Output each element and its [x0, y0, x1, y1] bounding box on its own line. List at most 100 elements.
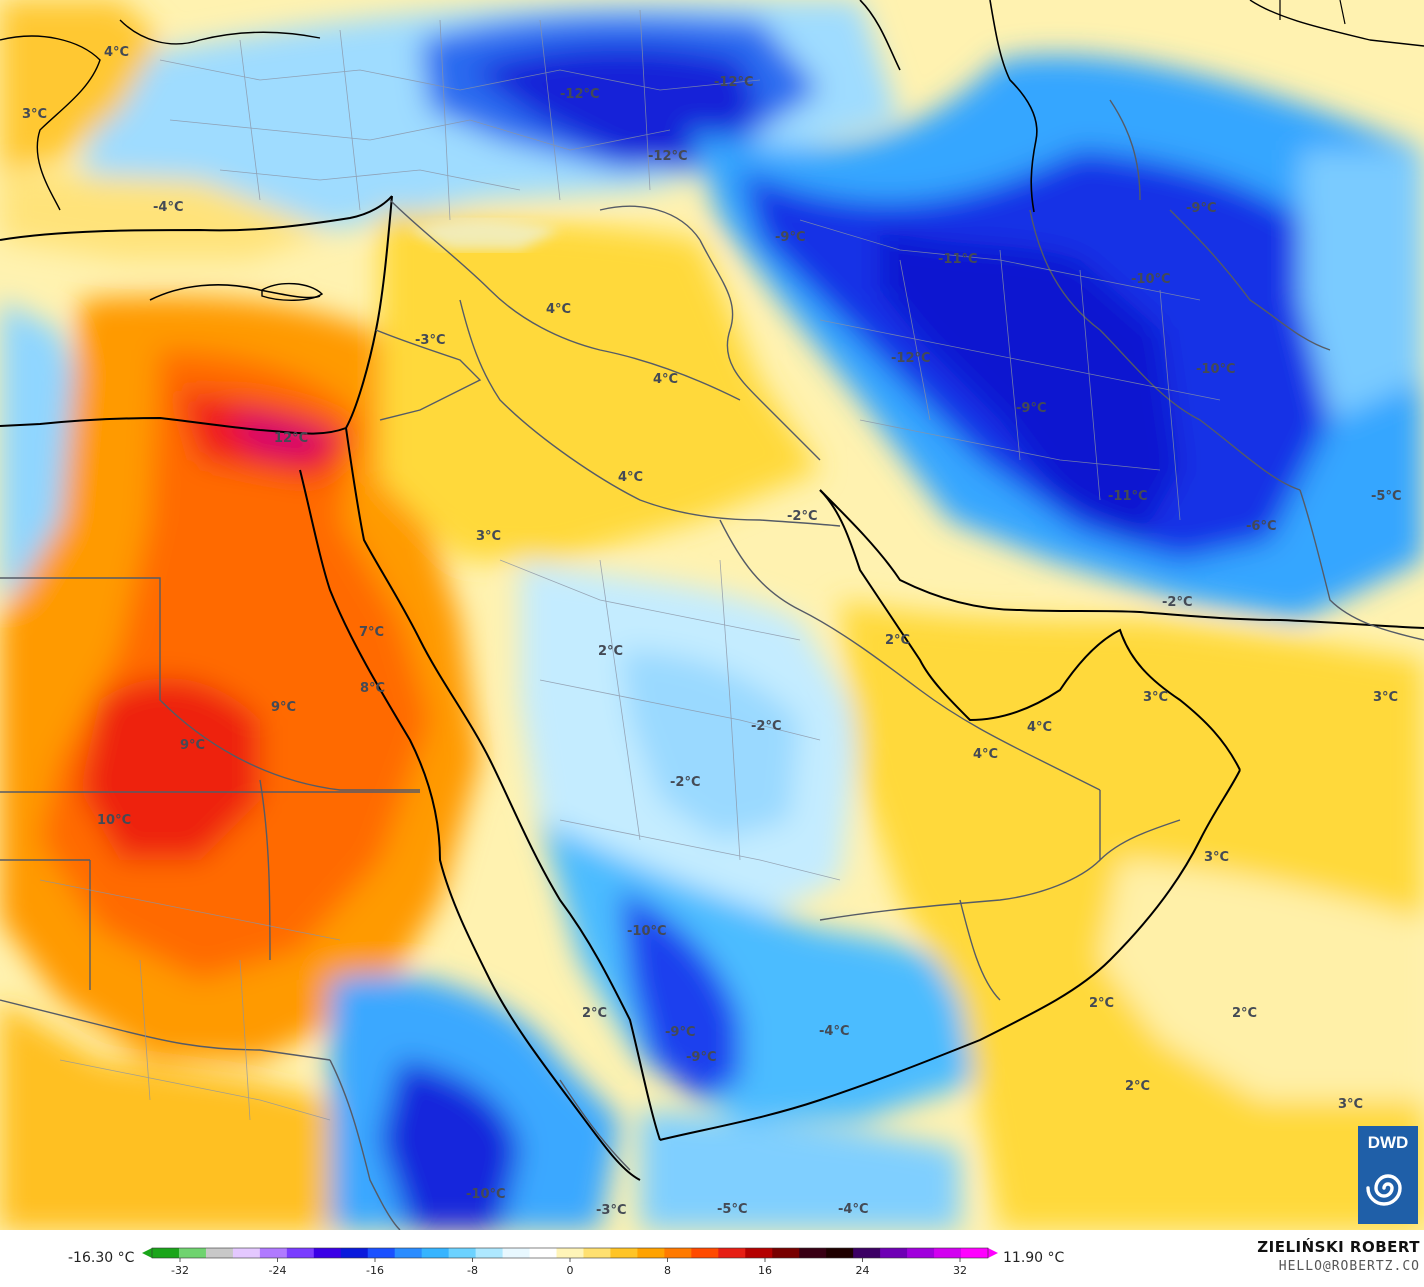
temp-label: 3°C	[476, 529, 501, 544]
temp-label: -2°C	[670, 775, 700, 790]
color-scale-cell	[826, 1248, 854, 1258]
color-scale-cell	[637, 1248, 665, 1258]
temp-label: 4°C	[973, 747, 998, 762]
temp-label: -9°C	[665, 1025, 695, 1040]
temp-label: -6°C	[1246, 519, 1276, 534]
temp-label: 3°C	[22, 107, 47, 122]
temp-label: 3°C	[1338, 1097, 1363, 1112]
country-borders	[0, 99, 1424, 1230]
color-scale-tick-label: 24	[856, 1264, 870, 1277]
color-scale-cell	[610, 1248, 638, 1258]
temp-label: -4°C	[819, 1024, 849, 1039]
color-scale-cell	[367, 1248, 396, 1258]
min-temp-label: -16.30 °C	[68, 1250, 135, 1266]
temp-label: -12°C	[648, 149, 688, 164]
color-scale-cell	[394, 1248, 423, 1258]
color-scale-cell	[718, 1248, 746, 1258]
color-scale-tick-label: -32	[171, 1264, 189, 1277]
color-scale-cell	[907, 1248, 935, 1258]
water-bodies	[410, 220, 560, 250]
temp-label: 3°C	[1204, 850, 1229, 865]
color-scale-cell	[475, 1248, 504, 1258]
temp-label: -9°C	[775, 230, 805, 245]
color-scale-cell	[232, 1248, 261, 1258]
temp-label: 4°C	[546, 302, 571, 317]
color-scale-tick-label: 32	[953, 1264, 967, 1277]
temp-label: -3°C	[415, 333, 445, 348]
color-scale-cell	[448, 1248, 477, 1258]
color-scale-cell	[152, 1248, 180, 1258]
color-scale-arrow-left	[142, 1248, 152, 1258]
temp-label: -2°C	[751, 719, 781, 734]
temp-label: -5°C	[1371, 489, 1401, 504]
color-scale-tick-label: -16	[366, 1264, 384, 1277]
color-scale-cell	[745, 1248, 773, 1258]
color-scale-cell	[880, 1248, 908, 1258]
temp-label: -12°C	[560, 87, 600, 102]
color-scale-cell	[421, 1248, 450, 1258]
temp-label: -2°C	[1162, 595, 1192, 610]
color-scale-cell	[799, 1248, 827, 1258]
color-scale-cell	[313, 1248, 342, 1258]
temp-label: -10°C	[627, 924, 667, 939]
temp-label: -4°C	[153, 200, 183, 215]
color-scale-cell	[556, 1248, 584, 1258]
color-scale-cell	[934, 1248, 962, 1258]
temp-label: 9°C	[180, 738, 205, 753]
temperature-labels: 4°C 3°C -4°C -12°C -12°C -12°C -9°C -11°…	[22, 45, 1401, 1218]
temp-label: 3°C	[1143, 690, 1168, 705]
temp-label: 12°C	[274, 431, 308, 446]
color-scale-cell	[583, 1248, 611, 1258]
author-email: HELLO@ROBERTZ.CO	[1278, 1259, 1420, 1274]
color-scale-cell	[178, 1248, 207, 1258]
temp-label: -10°C	[1131, 272, 1171, 287]
temp-label: 2°C	[598, 644, 623, 659]
temp-label: -5°C	[717, 1202, 747, 1217]
footer: -16.30 °C -32 -24 -16 -8 0 8 16 24 32 11.90 °C Z…	[0, 1230, 1424, 1287]
color-scale-cell	[529, 1248, 558, 1258]
color-scale-bar: -32 -24 -16 -8 0 8 16 24 32	[142, 1247, 998, 1277]
color-scale-cell	[772, 1248, 800, 1258]
color-scale-cell	[340, 1248, 369, 1258]
admin-borders	[39, 9, 1221, 1121]
temp-label: 2°C	[1232, 1006, 1257, 1021]
color-scale-cell	[502, 1248, 531, 1258]
color-scale-tick-label: -24	[269, 1264, 287, 1277]
color-scale-cell	[259, 1248, 288, 1258]
temp-label: -10°C	[1196, 362, 1236, 377]
temp-label: -10°C	[466, 1187, 506, 1202]
color-scale-tick-label: 0	[567, 1264, 574, 1277]
temp-label: -3°C	[596, 1203, 626, 1218]
temp-label: -11°C	[1108, 489, 1148, 504]
temperature-field	[0, 0, 1424, 1230]
color-scale-tick-label: 8	[664, 1264, 671, 1277]
color-scale-tick-label: -8	[467, 1264, 478, 1277]
temp-label: -4°C	[838, 1202, 868, 1217]
dwd-logo: DWD	[1358, 1126, 1418, 1224]
temp-label: 3°C	[1373, 690, 1398, 705]
color-scale-cell	[853, 1248, 881, 1258]
color-scale-ticks: -32 -24 -16 -8 0 8 16 24 32	[171, 1258, 967, 1277]
temperature-map: 4°C 3°C -4°C -12°C -12°C -12°C -9°C -11°…	[0, 0, 1424, 1230]
temp-label: -2°C	[787, 509, 817, 524]
temp-label: 4°C	[618, 470, 643, 485]
color-scale-arrow-right	[988, 1248, 998, 1258]
temp-label: 9°C	[271, 700, 296, 715]
temp-label: 2°C	[1125, 1079, 1150, 1094]
temp-label: -11°C	[938, 252, 978, 267]
temp-label: 2°C	[885, 633, 910, 648]
temp-label: -12°C	[714, 75, 754, 90]
color-scale-cell	[286, 1248, 315, 1258]
temp-label: 7°C	[359, 625, 384, 640]
temp-label: 10°C	[97, 813, 131, 828]
temp-label: -9°C	[1186, 201, 1216, 216]
temp-label: -9°C	[686, 1050, 716, 1065]
temp-label: 8°C	[360, 681, 385, 696]
temp-label: -12°C	[891, 351, 931, 366]
author-credit: ZIELIŃSKI ROBERT	[1257, 1238, 1420, 1256]
temp-label: -9°C	[1016, 401, 1046, 416]
temp-label: 2°C	[1089, 996, 1114, 1011]
max-temp-label: 11.90 °C	[1003, 1250, 1065, 1266]
coastlines	[0, 0, 1424, 1181]
color-scale-cell	[664, 1248, 692, 1258]
